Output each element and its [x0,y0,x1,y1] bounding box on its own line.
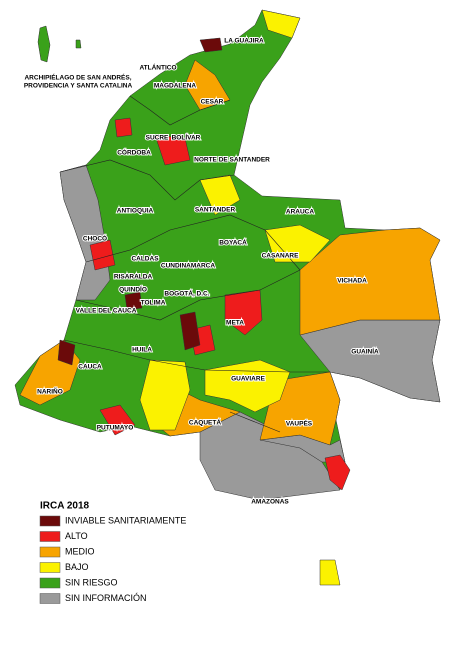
label: VALLE DEL CAUCA [76,308,137,315]
region [99,404,136,436]
labels: LA GUAJIRA ARCHIPIÉLAGO DE SAN ANDRÉS, P… [23,37,380,507]
legend-label: BAJO [65,562,89,572]
region [199,37,223,53]
legend-label: MEDIO [65,546,95,556]
label: PUTUMAYO [97,425,134,432]
label: TOLIMA [141,300,166,307]
region [299,227,441,336]
label: CUNDINAMARCA [161,263,215,270]
legend-swatch [39,577,61,589]
region [179,311,201,351]
region [124,291,143,311]
legend-label: INVIABLE SANITARIAMENTE [65,515,186,525]
label: HUILA [132,347,152,354]
legend-label: SIN RIESGO [65,577,118,587]
label: ARAUCA [286,209,314,216]
island [75,39,82,49]
region [57,339,76,366]
label: RISARALDA [114,274,153,281]
label: LA GUAJIRA [224,38,264,45]
border [59,159,235,201]
legend-swatch [39,546,61,558]
label: NARIÑO [37,387,63,396]
borders [59,95,330,433]
label: META [226,320,244,327]
label: GUAINÍA [351,347,379,356]
label: ARCHIPIÉLAGO DE SAN ANDRÉS, [24,73,131,82]
region [154,134,191,166]
border [85,214,301,271]
label: CASANARE [262,253,300,260]
label: CHOCÓ [83,234,107,243]
legend-title: IRCA 2018 [40,501,90,512]
region [139,359,191,431]
label: ATLÁNTICO [139,63,176,72]
label: CAQUETÁ [189,418,221,427]
label: BOLÍVAR [172,133,201,142]
label: VICHADA [337,278,367,285]
label: VAUPÉS [286,419,313,428]
border [75,269,301,321]
region [114,117,133,138]
legend-swatch [39,515,61,527]
label: QUINDÍO [119,285,147,294]
legend-label: SIN INFORMACIÓN [65,593,147,603]
region [261,9,301,39]
label: GUAVIARE [231,376,265,383]
label: SUCRE [146,135,169,142]
legend-swatch [39,562,61,573]
border [129,95,231,126]
label: CÓRDOBA [117,148,151,157]
label: CESAR [201,99,224,106]
label: CAUCA [78,364,102,371]
label: BOYACÁ [219,238,247,247]
region [324,454,351,491]
region [204,359,291,413]
legend-swatch [39,531,61,542]
label: SANTANDER [195,207,236,214]
legend: IRCA 2018 INVIABLE SANITARIAMENTE ALTO MED… [39,501,186,604]
label: BOGOTÁ, D.C. [164,289,209,298]
legend-swatch [39,593,61,604]
region [264,224,331,263]
label: ANTIOQUIA [117,208,154,215]
region [89,239,116,271]
legend-label: ALTO [65,531,88,541]
label: NORTE DE SANTANDER [194,157,270,164]
border [229,411,281,433]
regions [14,9,441,586]
region [199,174,241,216]
border [63,339,330,373]
label: CALDAS [131,256,159,263]
label: PROVIDENCIA Y SANTA CATALINA [24,83,133,90]
label: AMAZONAS [251,499,289,506]
label: MAGDALENA [154,83,197,90]
region [319,559,341,586]
island [37,25,51,63]
